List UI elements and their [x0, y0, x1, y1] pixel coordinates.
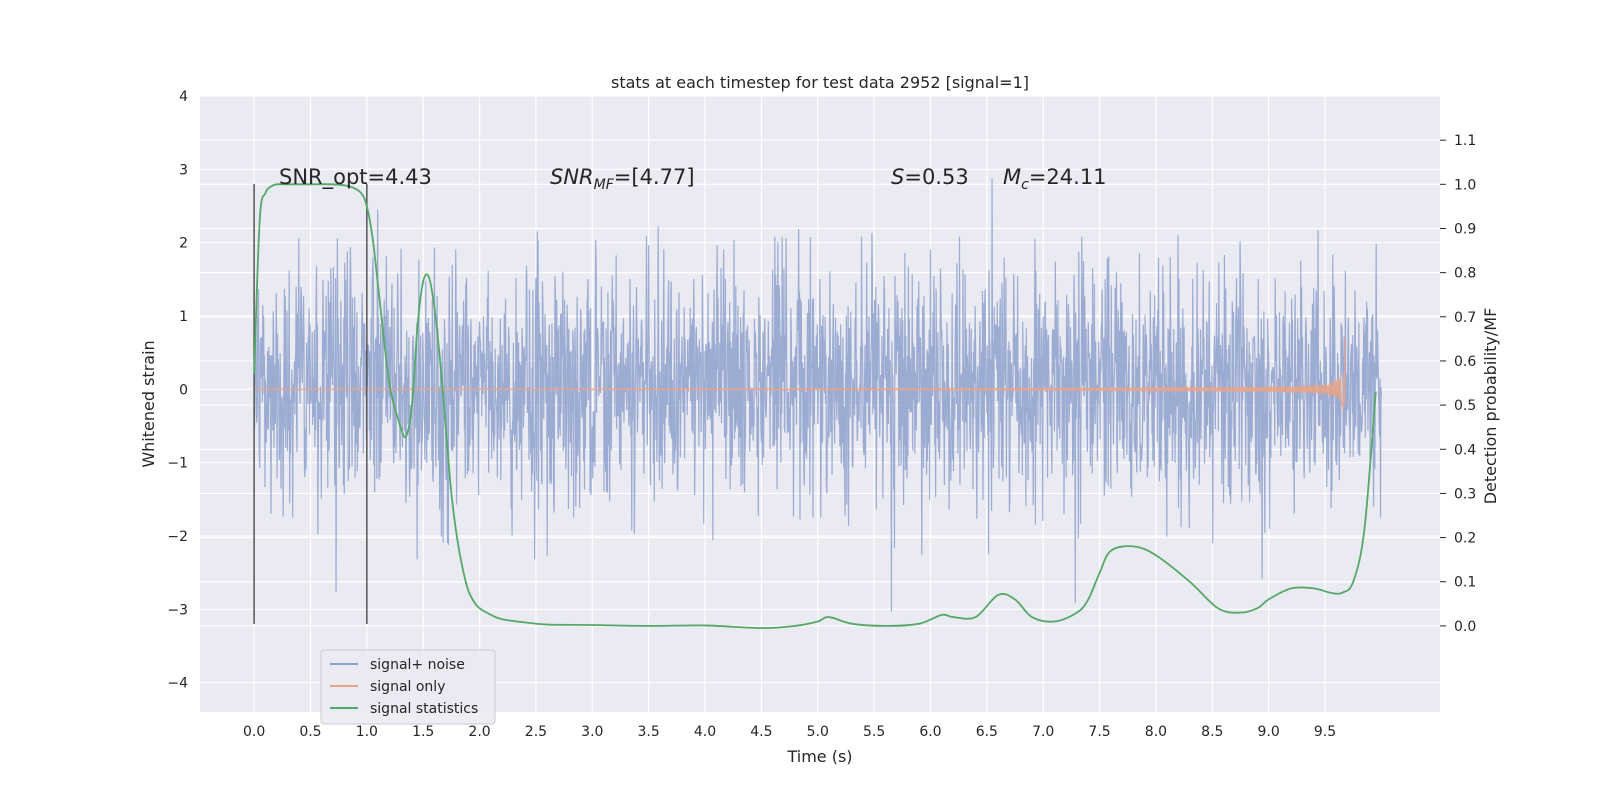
y-tick-label: −4 — [167, 676, 188, 692]
x-tick-label: 3.0 — [581, 724, 603, 740]
y2-tick-label: 0.9 — [1454, 221, 1476, 237]
y2-axis-label: Detection probability/MF — [1481, 308, 1500, 505]
y2-tick-label: 1.1 — [1454, 133, 1476, 149]
y-tick-label: 0 — [179, 382, 188, 398]
annotation-mc: Mc=24.11 — [1003, 165, 1107, 193]
y-axis-ticks: 4 3 2 1 0 −1 −2 −3 −4 — [167, 89, 188, 692]
signal-only-series — [253, 337, 1346, 411]
annotation-snr-mf-sub: MF — [594, 177, 615, 193]
annotation-s: S=0.53 — [891, 165, 969, 189]
x-axis-ticks: 0.0 0.5 1.0 1.5 2.0 2.5 3.0 3.5 4.0 4.5 5.0 5.5 6.0 6… — [243, 724, 1336, 740]
x-tick-label: 4.0 — [694, 724, 716, 740]
annotation-mc-sub: c — [1021, 177, 1029, 193]
x-tick-label: 7.5 — [1088, 724, 1110, 740]
legend-label-noise: signal+ noise — [370, 657, 465, 673]
x-tick-label: 1.5 — [412, 724, 434, 740]
signal-only-trace — [253, 337, 1346, 411]
signal-statistics-line — [253, 183, 1377, 630]
y-tick-label: −1 — [167, 456, 188, 472]
y2-tick-label: 1.0 — [1454, 177, 1476, 193]
y2-tick-label: 0.3 — [1454, 486, 1476, 502]
x-tick-label: 4.5 — [750, 724, 772, 740]
x-tick-label: 1.0 — [356, 724, 378, 740]
y-tick-label: 1 — [179, 309, 188, 325]
x-axis-label: Time (s) — [786, 747, 852, 766]
x-tick-label: 6.0 — [919, 724, 941, 740]
annotation-snr-mf-value: =[4.77] — [614, 165, 695, 189]
x-tick-label: 9.5 — [1314, 724, 1336, 740]
y-tick-label: 4 — [179, 89, 188, 105]
y2-tick-label: 0.7 — [1454, 310, 1476, 326]
y2-tick-label: 0.2 — [1454, 531, 1476, 547]
x-tick-label: 3.5 — [638, 724, 660, 740]
x-tick-label: 2.5 — [525, 724, 547, 740]
x-tick-label: 0.5 — [299, 724, 321, 740]
y-axis-label: Whitened strain — [139, 340, 158, 467]
signal-statistics-series — [253, 183, 1377, 630]
y-tick-label: 3 — [179, 162, 188, 178]
x-tick-label: 6.5 — [976, 724, 998, 740]
legend-box — [320, 649, 496, 725]
legend: signal+ noise signal only signal statist… — [320, 649, 496, 725]
x-tick-label: 7.0 — [1032, 724, 1054, 740]
y-tick-label: −3 — [167, 602, 188, 618]
y-tick-label: −2 — [167, 529, 188, 545]
annotation-mc-main: M — [1003, 165, 1021, 189]
annotation-mc-value: =24.11 — [1029, 165, 1107, 189]
y2-tick-label: 0.1 — [1454, 575, 1476, 591]
x-tick-label: 0.0 — [243, 724, 265, 740]
y2-tick-label: 0.4 — [1454, 442, 1476, 458]
chart-title: stats at each timestep for test data 295… — [611, 73, 1029, 92]
annotation-s-main: S — [891, 165, 904, 189]
annotation-snr-mf-main: SNR — [550, 165, 594, 189]
annotation-s-value: =0.53 — [904, 165, 968, 189]
y-tick-label: 2 — [179, 236, 188, 252]
x-tick-label: 8.0 — [1145, 724, 1167, 740]
legend-label-stats: signal statistics — [370, 701, 478, 717]
y2-tick-label: 0.0 — [1454, 619, 1476, 635]
y2-axis-ticks: 1.1 1.0 0.9 0.8 0.7 0.6 0.5 0.4 0.3 0.2 0.1 0.0 — [1440, 133, 1476, 635]
x-tick-label: 5.5 — [863, 724, 885, 740]
vertical-markers — [253, 184, 368, 624]
y2-tick-label: 0.8 — [1454, 266, 1476, 282]
y2-tick-label: 0.5 — [1454, 398, 1476, 414]
x-tick-label: 2.0 — [468, 724, 490, 740]
x-tick-label: 8.5 — [1201, 724, 1223, 740]
annotation-snr-mf: SNRMF=[4.77] — [550, 165, 695, 193]
grid — [200, 95, 1440, 712]
legend-label-signal: signal only — [370, 679, 445, 695]
annotation-snr-opt: SNR_opt=4.43 — [279, 165, 432, 190]
x-tick-label: 5.0 — [807, 724, 829, 740]
x-tick-label: 9.0 — [1258, 724, 1280, 740]
y2-tick-label: 0.6 — [1454, 354, 1476, 370]
